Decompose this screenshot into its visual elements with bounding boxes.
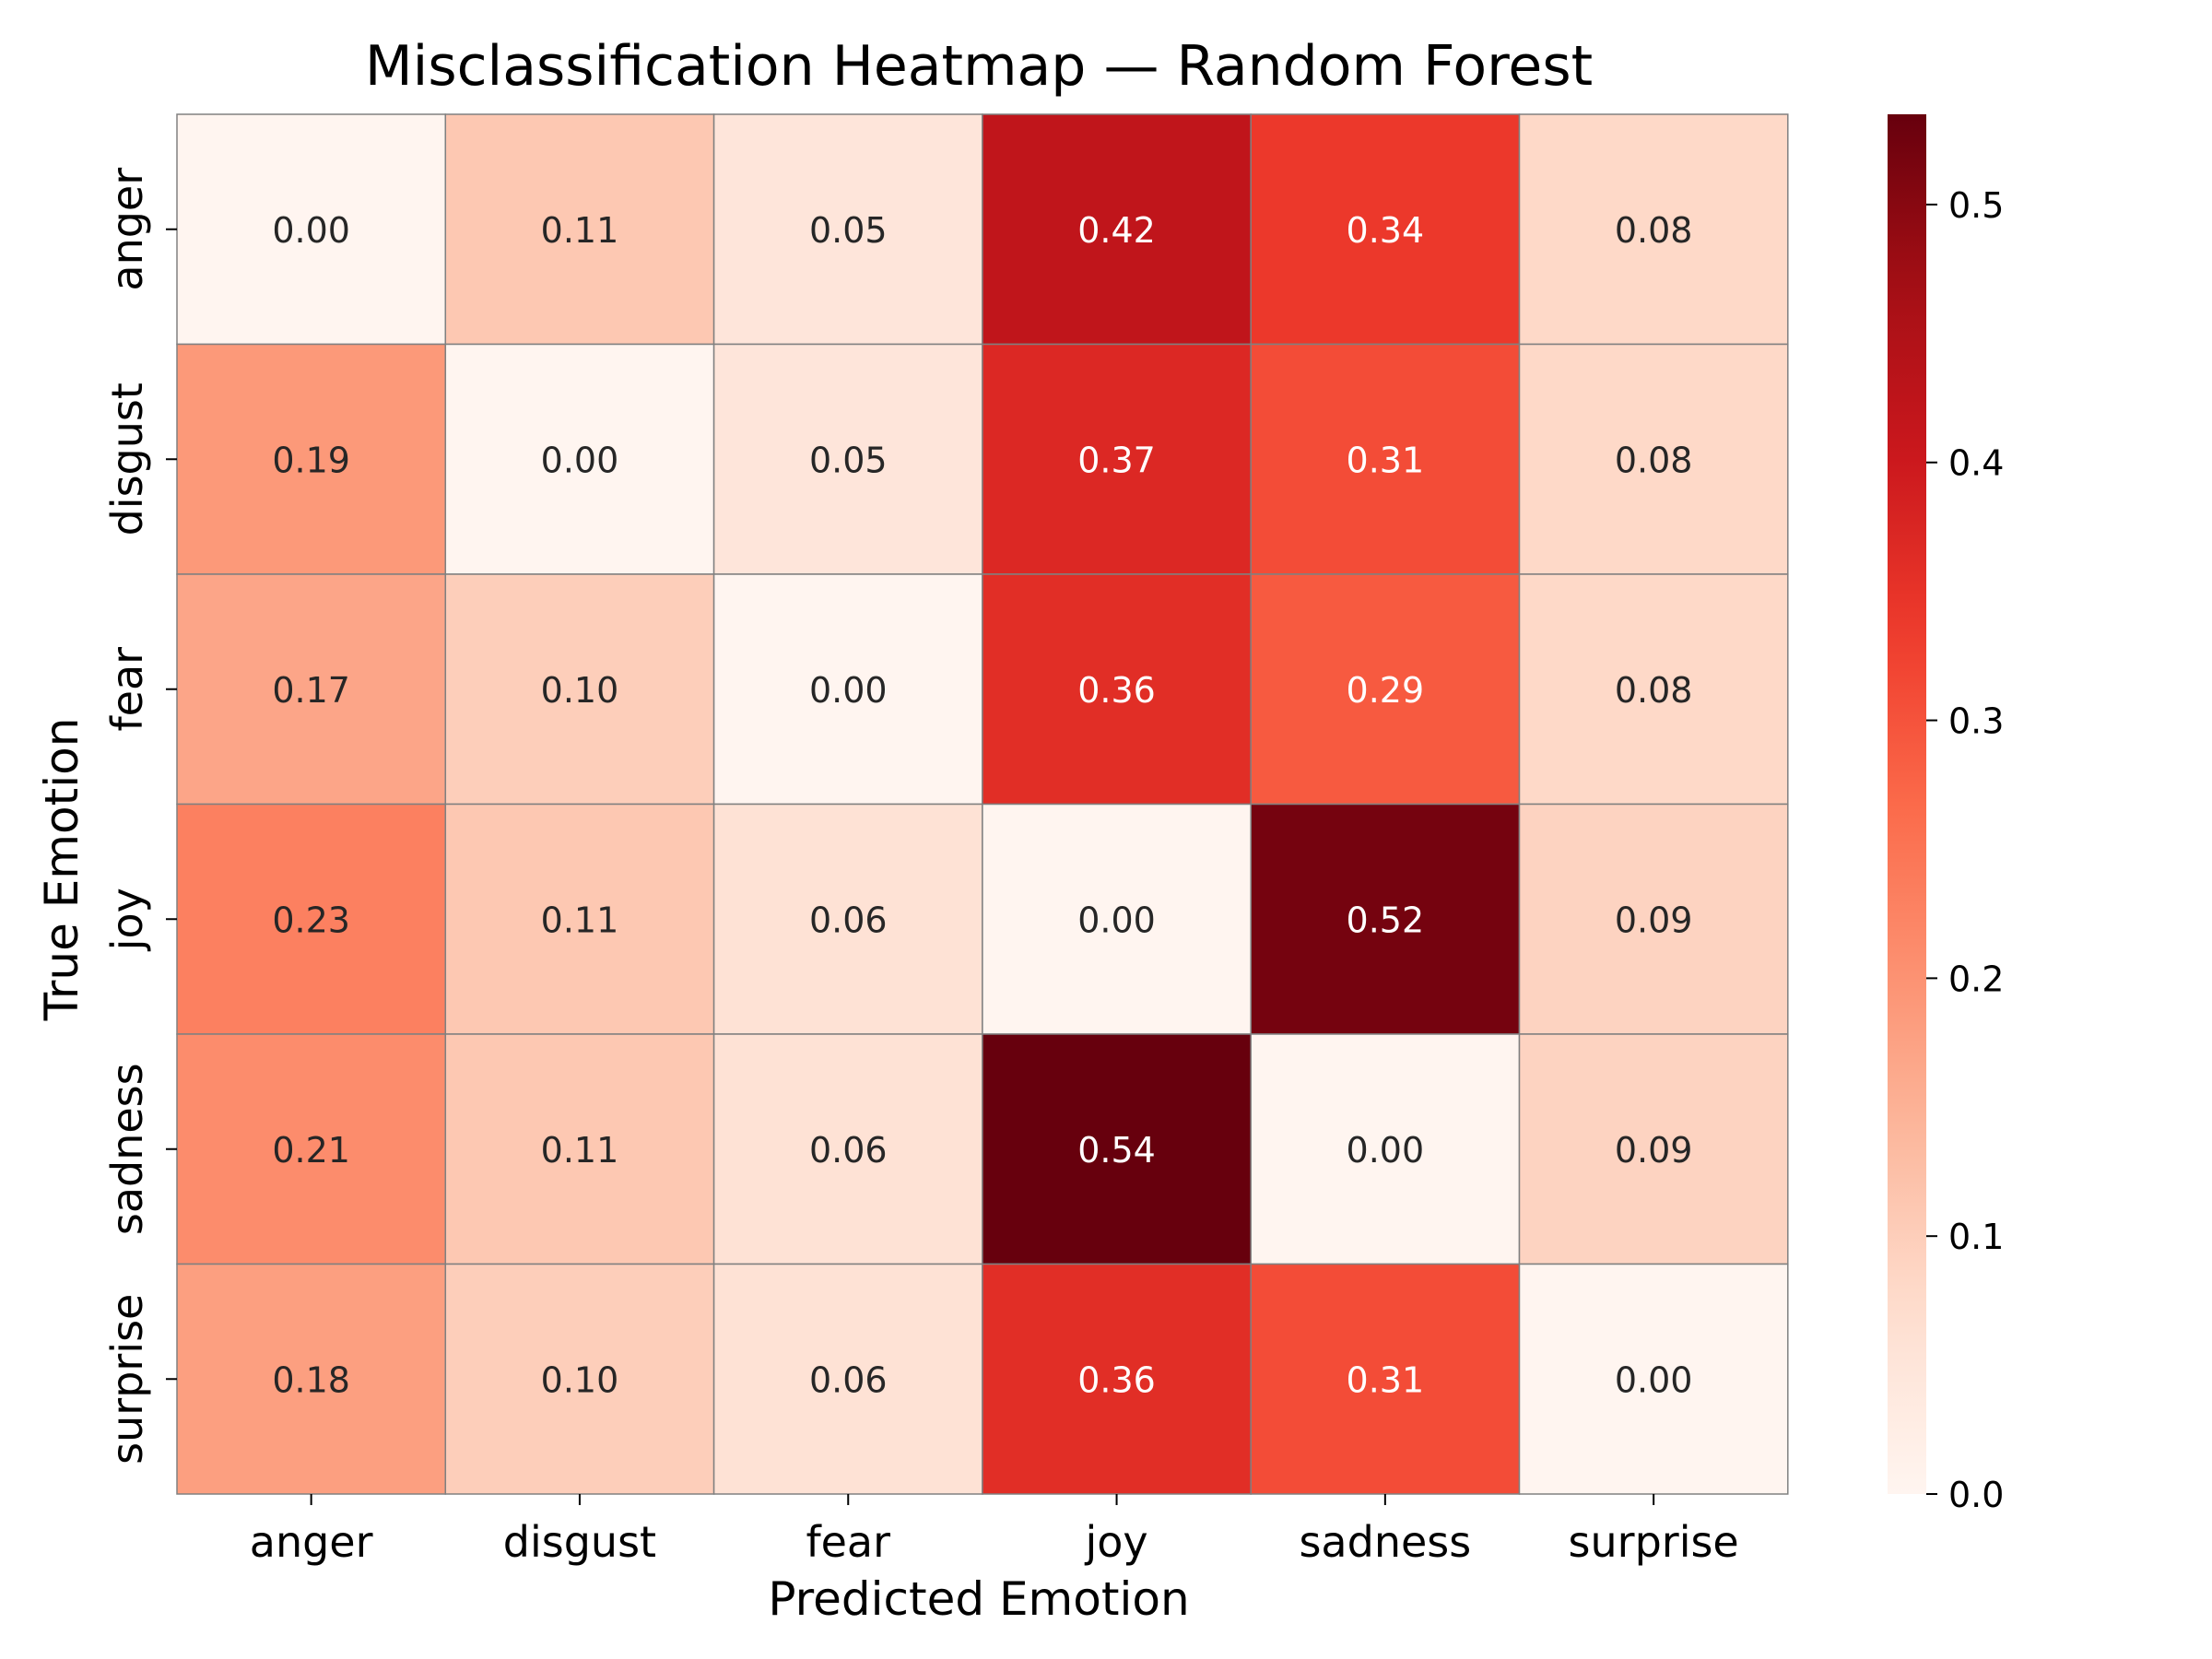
colorbar-tick-label: 0.5 — [1948, 185, 2004, 226]
cell-value-label: 0.17 — [272, 670, 350, 711]
heatmap-cell-disgust-anger — [176, 343, 447, 575]
cell-value-label: 0.08 — [1615, 210, 1693, 251]
cell-value-label: 0.06 — [809, 1359, 888, 1400]
cell-value-label: 0.06 — [809, 900, 888, 940]
cell-value-label: 0.11 — [541, 210, 619, 251]
colorbar-gradient — [1888, 114, 1926, 1494]
cell-value-label: 0.31 — [1347, 1359, 1425, 1400]
cell-value-label: 0.29 — [1347, 670, 1425, 711]
heatmap-cell-sadness-sadness — [1250, 1033, 1521, 1265]
cell-value-label: 0.11 — [541, 900, 619, 940]
cell-value-label: 0.34 — [1347, 210, 1425, 251]
heatmap-cell-anger-fear — [712, 113, 983, 346]
heatmap-cell-joy-sadness — [1250, 803, 1521, 1035]
heatmap-cell-surprise-joy — [982, 1263, 1252, 1495]
x-tick-label: surprise — [1569, 1517, 1739, 1567]
cell-value-label: 0.11 — [541, 1130, 619, 1171]
y-tick-label: joy — [102, 888, 152, 951]
cell-value-label: 0.37 — [1077, 440, 1156, 480]
cell-value-label: 0.10 — [541, 1359, 619, 1400]
cell-value-label: 0.18 — [272, 1359, 350, 1400]
cell-value-label: 0.36 — [1077, 670, 1156, 711]
y-tick-label: surprise — [102, 1294, 152, 1465]
cell-value-label: 0.05 — [809, 440, 888, 480]
cell-value-label: 0.00 — [1615, 1359, 1693, 1400]
cell-value-label: 0.05 — [809, 210, 888, 251]
cell-value-label: 0.00 — [541, 440, 619, 480]
colorbar-tick-label: 0.2 — [1948, 959, 2004, 999]
heatmap-cell-fear-anger — [176, 573, 447, 806]
cell-value-label: 0.06 — [809, 1130, 888, 1171]
heatmap-cell-fear-fear — [712, 573, 983, 806]
heatmap-cell-fear-joy — [982, 573, 1252, 806]
heatmap-cell-fear-sadness — [1250, 573, 1521, 806]
cell-value-label: 0.31 — [1347, 440, 1425, 480]
x-tick-label: disgust — [503, 1517, 656, 1567]
colorbar-tick-label: 0.0 — [1948, 1475, 2004, 1515]
heatmap-cell-sadness-fear — [712, 1033, 983, 1265]
y-tick-label: fear — [102, 647, 152, 732]
cell-value-labels: 0.00 0.11 0.05 0.42 0.34 0.08 0.19 0.00 0.05 0.37… — [272, 210, 1692, 1401]
heatmap-cell-anger-surprise — [1518, 113, 1789, 346]
heatmap-cell-sadness-joy — [982, 1033, 1252, 1265]
colorbar-tick-label: 0.3 — [1948, 701, 2004, 742]
heatmap-cell-surprise-sadness — [1250, 1263, 1521, 1495]
y-axis-label: True Emotion — [35, 718, 88, 1022]
cell-value-label: 0.00 — [809, 670, 888, 711]
heatmap-cell-sadness-surprise — [1518, 1033, 1789, 1265]
heatmap-cell-sadness-disgust — [444, 1033, 715, 1265]
heatmap-cell-surprise-surprise — [1518, 1263, 1789, 1495]
heatmap-cell-anger-sadness — [1250, 113, 1521, 346]
cell-value-label: 0.00 — [1347, 1130, 1425, 1171]
cell-value-label: 0.54 — [1077, 1130, 1156, 1171]
x-tick-label: joy — [1084, 1517, 1147, 1567]
heatmap-cell-joy-fear — [712, 803, 983, 1035]
y-tick-label: disgust — [102, 382, 152, 535]
heatmap-cell-joy-anger — [176, 803, 447, 1035]
cell-value-label: 0.08 — [1615, 440, 1693, 480]
heatmap-cell-anger-joy — [982, 113, 1252, 346]
heatmap-cell-fear-disgust — [444, 573, 715, 806]
cell-value-label: 0.08 — [1615, 670, 1693, 711]
colorbar-tick-label: 0.4 — [1948, 443, 2004, 484]
heatmap-cell-joy-surprise — [1518, 803, 1789, 1035]
cell-value-label: 0.21 — [272, 1130, 350, 1171]
cell-value-label: 0.19 — [272, 440, 350, 480]
colorbar-tick-label: 0.1 — [1948, 1217, 2004, 1257]
heatmap-cell-joy-disgust — [444, 803, 715, 1035]
y-tick-label: sadness — [102, 1063, 152, 1235]
heatmap-cell-surprise-anger — [176, 1263, 447, 1495]
cell-value-label: 0.00 — [1077, 900, 1156, 940]
heatmap-cell-sadness-anger — [176, 1033, 447, 1265]
colorbar: 0.0 0.1 0.2 0.3 0.4 0.5 — [1888, 114, 2004, 1515]
cell-value-label: 0.09 — [1615, 1130, 1693, 1171]
heatmap-cell-disgust-joy — [982, 343, 1252, 575]
cell-value-label: 0.10 — [541, 670, 619, 711]
x-axis-label: Predicted Emotion — [768, 1572, 1189, 1626]
heatmap-cell-anger-anger — [176, 113, 447, 346]
heatmap-cells — [176, 113, 1789, 1495]
cell-value-label: 0.09 — [1615, 900, 1693, 940]
cell-value-label: 0.00 — [272, 210, 350, 251]
x-axis-ticks: anger disgust fear joy sadness surprise — [250, 1494, 1739, 1567]
cell-value-label: 0.23 — [272, 900, 350, 940]
x-tick-label: anger — [250, 1517, 373, 1567]
y-axis-ticks: anger disgust fear joy sadness surprise — [102, 168, 177, 1465]
heatmap-cell-joy-joy — [982, 803, 1252, 1035]
cell-value-label: 0.52 — [1347, 900, 1425, 940]
heatmap-cell-disgust-surprise — [1518, 343, 1789, 575]
x-tick-label: fear — [806, 1517, 890, 1567]
cell-value-label: 0.36 — [1077, 1359, 1156, 1400]
heatmap-cell-fear-surprise — [1518, 573, 1789, 806]
cell-value-label: 0.42 — [1077, 210, 1156, 251]
y-tick-label: anger — [102, 168, 152, 291]
x-tick-label: sadness — [1299, 1517, 1471, 1567]
heatmap-cell-disgust-disgust — [444, 343, 715, 575]
chart-title: Misclassification Heatmap — Random Fores… — [365, 34, 1593, 99]
heatmap-cell-anger-disgust — [444, 113, 715, 346]
